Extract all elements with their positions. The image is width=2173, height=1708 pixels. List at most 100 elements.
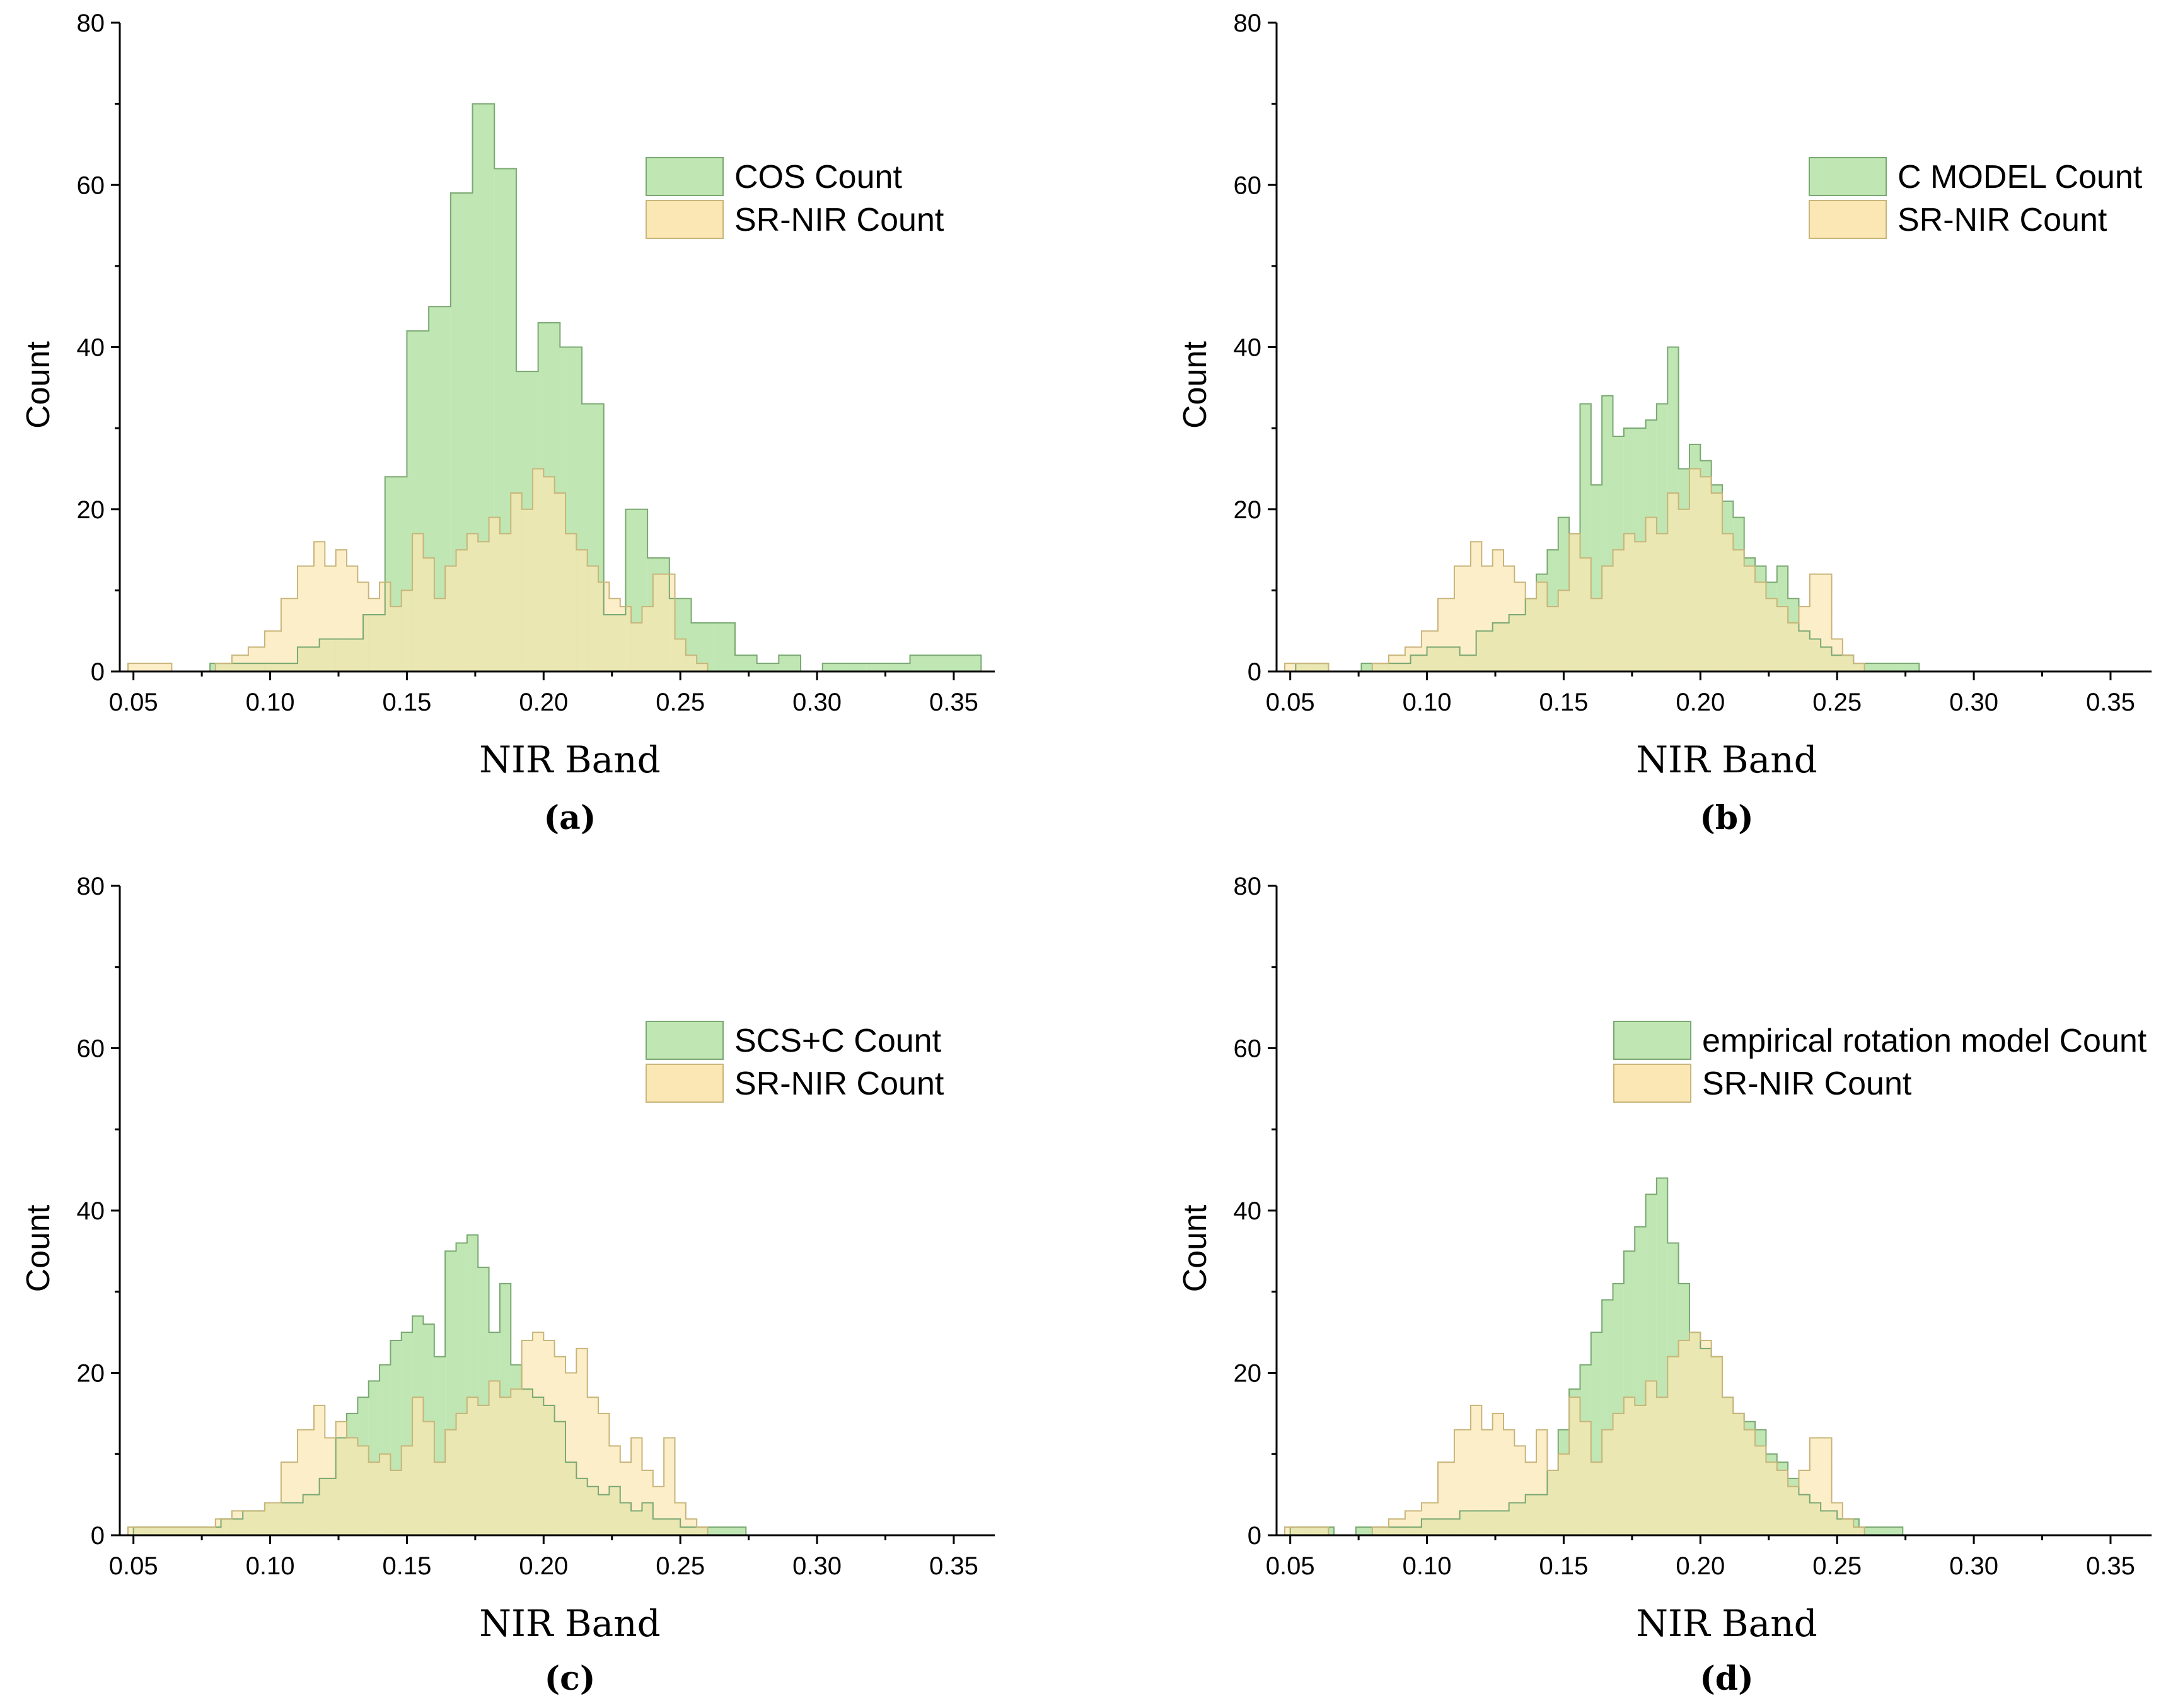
legend-swatch — [1809, 200, 1887, 239]
histogram-bar — [565, 533, 577, 671]
histogram-bar — [521, 509, 533, 671]
histogram-bar — [576, 1348, 588, 1535]
x-axis-label: NIR Band — [479, 738, 660, 781]
histogram-bar — [532, 1332, 544, 1535]
y-tick-label: 0 — [91, 1522, 105, 1550]
histogram-bar — [1799, 1470, 1810, 1535]
histogram-bar — [1536, 1429, 1548, 1535]
histogram-bar — [1558, 1454, 1570, 1535]
histogram-outline — [127, 468, 709, 672]
histogram-bar — [380, 1454, 391, 1535]
x-tick-label: 0.20 — [519, 688, 568, 716]
x-tick-label: 0.30 — [1949, 1552, 1998, 1580]
histogram-bar — [1525, 1462, 1537, 1535]
histogram-bar — [1613, 1413, 1624, 1535]
histogram-bar — [1842, 655, 1854, 671]
histogram-bar — [149, 1527, 172, 1535]
histogram-bar — [1602, 566, 1613, 671]
legend-label: C MODEL Count — [1898, 159, 2143, 195]
y-axis-label: Count — [20, 341, 57, 429]
histogram-bar — [1580, 1421, 1591, 1535]
histogram-bar — [264, 1502, 281, 1535]
histogram-bar — [1645, 517, 1657, 671]
histogram-bar — [1744, 566, 1756, 671]
histogram-bar — [521, 1340, 533, 1535]
histogram-bar — [932, 655, 954, 671]
x-tick-label: 0.15 — [383, 1552, 432, 1580]
histogram-bar — [511, 493, 522, 671]
y-tick-label: 40 — [77, 334, 105, 362]
histogram-bar — [423, 557, 434, 671]
histogram-bar — [1733, 1413, 1744, 1535]
legend-label: COS Count — [734, 159, 902, 195]
histogram-bar — [1504, 1429, 1515, 1535]
x-tick-label: 0.10 — [1403, 688, 1452, 716]
histogram-outline — [132, 1234, 747, 1535]
legend-swatch — [1613, 1064, 1691, 1103]
histogram-bar — [554, 1356, 566, 1535]
histogram-bar — [652, 574, 664, 671]
histogram-bar — [598, 1413, 610, 1535]
histogram-bar — [1437, 1462, 1454, 1535]
histogram-outline — [1284, 468, 1865, 672]
x-tick-label: 0.35 — [929, 1552, 978, 1580]
y-tick-label: 0 — [1248, 1522, 1261, 1550]
histogram-bar — [1809, 574, 1821, 671]
x-tick-label: 0.10 — [246, 688, 295, 716]
histogram-bar — [1722, 1397, 1734, 1535]
x-tick-label: 0.35 — [2086, 1552, 2135, 1580]
histogram-bar — [313, 542, 325, 671]
histogram-bar — [248, 647, 265, 671]
histogram-bar — [466, 1397, 478, 1535]
histogram-bar — [1372, 663, 1389, 671]
histogram-bar — [456, 1413, 467, 1535]
histogram-bar — [194, 1527, 216, 1535]
histogram-bar — [1602, 1429, 1613, 1535]
histogram-bar — [466, 533, 478, 671]
y-tick-label: 20 — [77, 1360, 105, 1388]
histogram-bar — [866, 663, 888, 671]
histogram-outline — [127, 1332, 709, 1535]
histogram-bar — [1776, 607, 1788, 671]
histogram-bar — [149, 663, 172, 671]
histogram-bar — [1897, 663, 1920, 671]
histogram-bar — [215, 663, 232, 671]
histogram-bar — [128, 663, 150, 671]
histogram-bar — [1853, 1527, 1865, 1535]
histogram-bar — [281, 1462, 298, 1535]
legend-swatch — [646, 1064, 724, 1103]
histogram-bar — [1700, 477, 1712, 671]
histogram-bar — [1689, 468, 1701, 671]
histogram-bar — [347, 1438, 358, 1535]
panel-caption: (d) — [1700, 1659, 1754, 1698]
histogram-bar — [1645, 1381, 1657, 1535]
histogram-bar — [401, 1446, 413, 1535]
histogram-bar — [1454, 1429, 1471, 1535]
histogram-bar — [171, 1527, 194, 1535]
histogram-bar — [844, 663, 867, 671]
histogram-bar — [1678, 509, 1689, 671]
histogram-bar — [380, 582, 391, 671]
y-tick-label: 0 — [1248, 658, 1261, 686]
histogram-bar — [128, 1527, 150, 1535]
histogram-bar — [478, 542, 489, 671]
histogram-bar — [1635, 1405, 1646, 1535]
y-axis-label: Count — [1177, 1204, 1214, 1292]
histogram-bar — [1821, 1438, 1832, 1535]
legend-label: SR-NIR Count — [1702, 1066, 1912, 1102]
histogram-bar — [445, 1429, 456, 1535]
histogram-bar — [1623, 1397, 1635, 1535]
panel-c: 0 20 40 60 80 0.05 0.10 0.15 0.20 0.25 0.30 0.35 Cou… — [20, 873, 995, 1698]
x-tick-label: 0.25 — [656, 688, 705, 716]
histogram-bar — [313, 1405, 325, 1535]
legend-swatch — [1613, 1021, 1691, 1060]
histogram-bar — [685, 655, 697, 671]
histogram-bar — [1623, 533, 1635, 671]
histogram-bar — [1755, 1446, 1766, 1535]
histogram-bar — [587, 1397, 599, 1535]
histogram-bar — [697, 1527, 708, 1535]
histogram-bar — [1405, 647, 1422, 671]
histogram-bar — [1788, 1486, 1799, 1535]
histogram-bar — [1306, 1527, 1329, 1535]
